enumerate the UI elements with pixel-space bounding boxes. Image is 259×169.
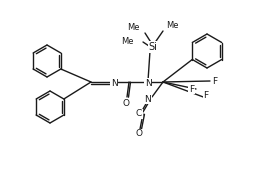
Text: Si: Si — [149, 42, 157, 52]
Text: F: F — [189, 84, 194, 93]
Text: O: O — [123, 99, 130, 107]
Text: Me: Me — [121, 38, 134, 46]
Text: F: F — [212, 78, 217, 87]
Text: N: N — [144, 94, 151, 103]
Text: Me: Me — [127, 23, 140, 32]
Text: O: O — [135, 129, 142, 139]
Text: Me: Me — [166, 21, 178, 30]
Text: F: F — [203, 91, 208, 101]
Text: N: N — [111, 78, 118, 88]
Text: N: N — [145, 78, 152, 88]
Text: C: C — [136, 110, 142, 118]
